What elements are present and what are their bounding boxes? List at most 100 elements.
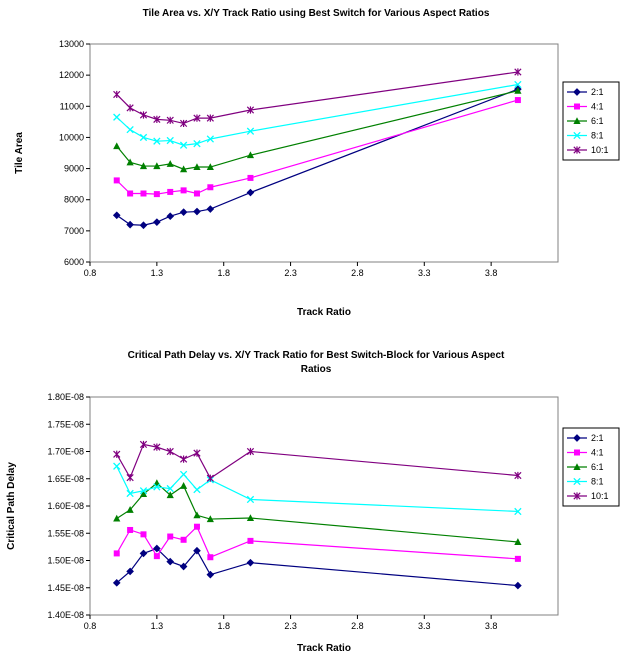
- data-point: [206, 515, 214, 523]
- series-4-1: [113, 97, 521, 198]
- data-point: [153, 218, 161, 226]
- series-10-1: [113, 68, 522, 128]
- legend-entry: 6:1: [567, 462, 604, 472]
- legend: 2:1 4:1 6:1 8:1 10:1: [562, 427, 620, 507]
- legend-label: 4:1: [591, 448, 604, 458]
- data-point: [166, 491, 174, 499]
- data-point: [514, 538, 522, 545]
- data-point: [167, 533, 174, 540]
- legend-marker: [574, 103, 580, 110]
- data-point: [206, 163, 214, 171]
- x-tick-label: 0.8: [84, 268, 97, 278]
- data-point: [153, 483, 161, 491]
- data-point: [126, 104, 134, 112]
- data-point: [126, 474, 134, 482]
- series-line: [116, 99, 519, 195]
- legend-label: 10:1: [591, 145, 609, 155]
- data-point: [139, 490, 148, 498]
- data-point: [166, 136, 174, 145]
- data-point: [153, 544, 161, 553]
- series-4-1: [113, 523, 521, 562]
- series-line: [116, 443, 518, 480]
- legend-entry: 6:1: [567, 116, 604, 126]
- plot-area: [89, 43, 559, 263]
- data-point: [139, 440, 148, 449]
- series-2-1: [112, 544, 522, 590]
- data-point: [166, 212, 175, 221]
- legend-entry: 8:1: [567, 131, 604, 141]
- legend-label: 8:1: [591, 131, 604, 141]
- data-point: [153, 191, 160, 198]
- chart-title: Critical Path Delay vs. X/Y Track Ratio …: [128, 350, 505, 361]
- y-tick-label: 1.65E-08: [47, 474, 84, 484]
- data-point: [206, 205, 215, 213]
- legend-label: 2:1: [591, 87, 604, 97]
- y-tick-label: 6000: [64, 257, 84, 267]
- data-point: [514, 86, 522, 94]
- data-point: [206, 474, 214, 482]
- data-point: [246, 514, 255, 521]
- data-point: [153, 162, 161, 170]
- y-tick-label: 1.55E-08: [47, 528, 84, 538]
- data-point: [180, 536, 187, 543]
- series-line: [116, 90, 519, 170]
- legend-entry: 10:1: [567, 491, 609, 501]
- data-point: [246, 447, 255, 456]
- data-point: [127, 526, 134, 533]
- data-point: [113, 90, 121, 99]
- data-point: [179, 562, 188, 571]
- legend-marker: [573, 117, 581, 124]
- legend-label: 8:1: [591, 477, 604, 487]
- series-line: [116, 465, 518, 513]
- data-point: [246, 127, 255, 135]
- data-point: [180, 482, 188, 489]
- data-point: [127, 190, 134, 197]
- legend: 2:1 4:1 6:1 8:1 10:1: [562, 81, 620, 161]
- data-point: [113, 450, 121, 458]
- y-tick-label: 1.40E-08: [47, 610, 84, 620]
- y-tick-label: 13000: [59, 39, 84, 49]
- y-tick-label: 1.75E-08: [47, 419, 84, 429]
- data-point: [153, 137, 161, 145]
- data-point: [514, 555, 521, 562]
- data-point: [166, 484, 174, 493]
- data-point: [113, 514, 121, 522]
- chart-title: Ratios: [301, 364, 332, 375]
- x-tick-label: 3.3: [418, 268, 431, 278]
- legend-label: 10:1: [591, 491, 609, 501]
- data-point: [193, 163, 201, 171]
- legend-entry: 10:1: [567, 145, 609, 155]
- data-point: [112, 579, 121, 587]
- data-point: [126, 489, 134, 498]
- x-tick-label: 2.8: [351, 621, 364, 631]
- x-tick-label: 3.8: [485, 621, 498, 631]
- y-tick-label: 1.45E-08: [47, 583, 84, 593]
- series-line: [116, 71, 518, 125]
- data-point: [179, 455, 188, 463]
- x-tick-label: 2.3: [284, 621, 297, 631]
- data-point: [193, 523, 200, 530]
- x-tick-label: 2.3: [284, 268, 297, 278]
- series-10-1: [113, 440, 522, 482]
- series-line: [116, 547, 518, 587]
- plot-area: [89, 396, 559, 616]
- data-point: [153, 553, 160, 560]
- x-tick-label: 1.3: [151, 621, 164, 631]
- data-point: [207, 184, 214, 191]
- legend-label: 6:1: [591, 116, 604, 126]
- y-tick-label: 8000: [64, 195, 84, 205]
- series-6-1: [113, 479, 522, 545]
- y-tick-label: 11000: [60, 101, 84, 111]
- x-tick-label: 3.8: [485, 268, 498, 278]
- legend-marker: [573, 88, 581, 96]
- data-point: [193, 485, 201, 494]
- y-axis-label: Tile Area: [14, 132, 25, 174]
- legend-marker: [573, 463, 581, 470]
- x-tick-label: 3.3: [418, 621, 431, 631]
- x-tick-label: 1.8: [217, 268, 230, 278]
- x-tick-label: 1.3: [151, 268, 164, 278]
- data-point: [179, 141, 188, 149]
- y-tick-label: 10000: [59, 132, 84, 142]
- data-point: [113, 550, 120, 557]
